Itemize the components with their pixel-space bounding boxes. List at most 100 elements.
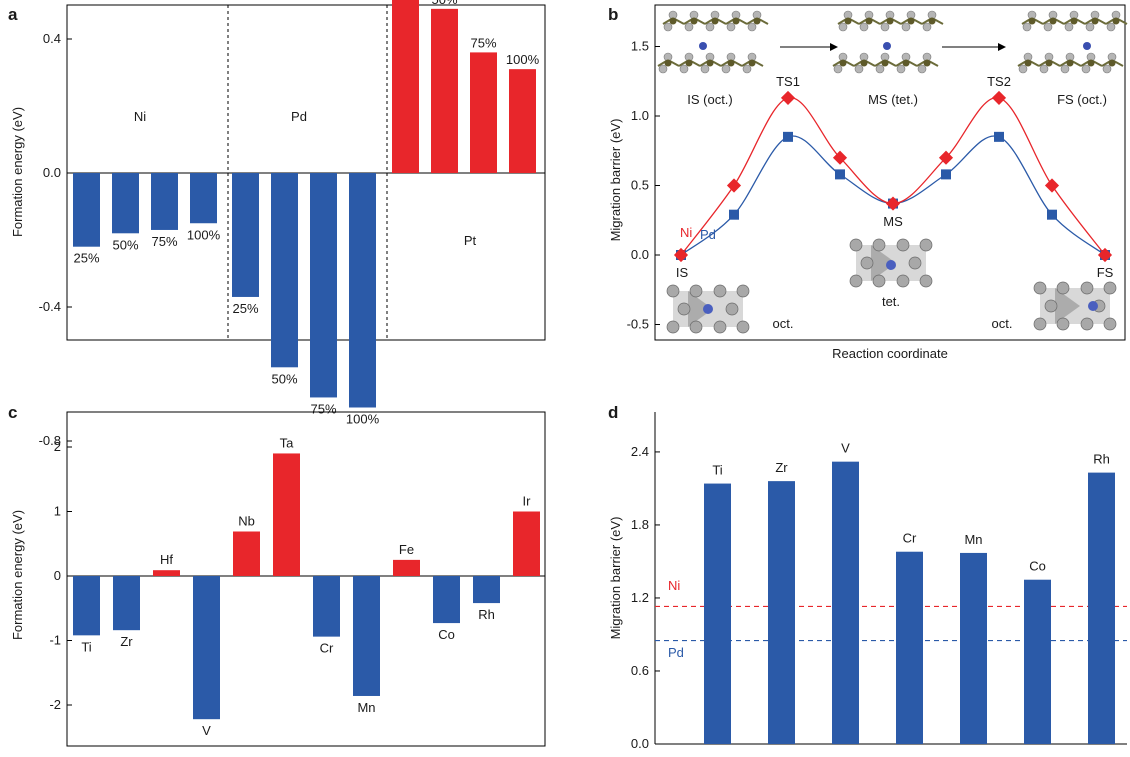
atom [689, 284, 703, 298]
marker-ni [938, 150, 954, 165]
atom-metal [669, 17, 677, 25]
panel-a-group-ni: Ni [134, 109, 146, 124]
bar-mn [353, 576, 380, 696]
bar-label: 50% [271, 371, 297, 386]
atom-metal [1091, 17, 1099, 25]
dopant-atom [883, 42, 891, 50]
panel-d-tick-label: 1.2 [631, 590, 649, 605]
atom-metal [865, 17, 873, 25]
atom-metal [1066, 59, 1074, 67]
atom [677, 302, 691, 316]
panel-c-tick-label: 1 [54, 504, 61, 519]
bar-co [1024, 579, 1051, 744]
panel-d: d 2.4 1.8 1.2 0.6 0.0 Ti Zr V Cr Mn Co Rh Ni Pd Mi… [608, 403, 1127, 751]
dopant-atom [886, 260, 896, 270]
atom-metal [1045, 59, 1053, 67]
bar-label-ti: Ti [712, 463, 722, 478]
panel-a-bars: 25%50%75%100%25%50%75%100%25%50%75%100% [73, 0, 540, 427]
bar-label-mn: Mn [964, 532, 982, 547]
atom-metal [844, 17, 852, 25]
state-label-ms: MS [883, 214, 903, 229]
panel-a-tick-label: 0.4 [43, 31, 61, 46]
atom-s [1043, 22, 1053, 32]
atom-s [859, 22, 869, 32]
atom-s [901, 22, 911, 32]
bar-label: 75% [310, 401, 336, 416]
marker-pd [994, 131, 1004, 142]
panel-b-ylabel: Migration barrier (eV) [608, 119, 623, 242]
atom [1056, 317, 1070, 331]
panel-b: b 1.5 1.0 0.5 0.0 -0.5 IS (oct.) MS (tet.) F… [608, 4, 1128, 361]
panel-c-ylabel: Formation energy (eV) [10, 510, 25, 640]
label-fs-oct: FS (oct.) [1057, 92, 1107, 107]
bar-ti [704, 483, 731, 744]
panel-b-letter: b [608, 5, 618, 24]
state-label-ts2: TS2 [987, 74, 1011, 89]
panel-d-tick-label: 2.4 [631, 444, 649, 459]
bar-label-fe: Fe [399, 542, 414, 557]
atom-metal [1049, 17, 1057, 25]
atom-metal [1024, 59, 1032, 67]
panel-c-letter: c [8, 403, 17, 422]
panel-a-group-pt: Pt [464, 233, 477, 248]
atom-metal [839, 59, 847, 67]
atom [1044, 299, 1058, 313]
atom [908, 256, 922, 270]
atom-s [1039, 64, 1049, 74]
atom-s [726, 22, 736, 32]
atom-metal [860, 59, 868, 67]
bar-label: 75% [151, 234, 177, 249]
bar-rh [1088, 472, 1115, 744]
atom [666, 284, 680, 298]
atom [736, 320, 750, 334]
bar-pd-25 [232, 173, 259, 297]
bar-label-v: V [202, 723, 211, 738]
bar-pd-100 [349, 173, 376, 408]
atom-s [917, 64, 927, 74]
arrow-1 [780, 43, 838, 51]
atom [725, 302, 739, 316]
bar-pt-75 [470, 52, 497, 173]
atom [896, 238, 910, 252]
atom-metal [1087, 59, 1095, 67]
bar-label: 100% [346, 412, 380, 427]
marker-ni [991, 90, 1007, 106]
atom-s [684, 22, 694, 32]
bar-label-v: V [841, 441, 850, 456]
bar-fe [393, 559, 420, 576]
atom-metal [881, 59, 889, 67]
panel-b-tick-label: -0.5 [627, 317, 649, 332]
arrow-2 [942, 43, 1006, 51]
atom-metal [923, 59, 931, 67]
bar-cr [896, 551, 923, 744]
bar-ni-100 [190, 173, 217, 224]
panel-a-ylabel: Formation energy (eV) [10, 107, 25, 237]
atom [919, 274, 933, 288]
panel-a-tick-label: 0.0 [43, 165, 61, 180]
bar-pd-75 [310, 173, 337, 398]
panel-b-y-ticks: 1.5 1.0 0.5 0.0 -0.5 [627, 39, 660, 332]
panel-d-bars: Ti Zr V Cr Mn Co Rh [704, 441, 1115, 744]
marker-ni [673, 247, 689, 263]
site-face [688, 291, 713, 327]
marker-ni [885, 196, 901, 211]
panel-a-tick-label: -0.4 [39, 299, 61, 314]
bar-v [193, 576, 220, 720]
bar-label-cr: Cr [320, 641, 334, 656]
atom [1103, 281, 1117, 295]
atom [872, 238, 886, 252]
atom-metal [907, 17, 915, 25]
atom-metal [685, 59, 693, 67]
state-label-is: IS [676, 265, 689, 280]
bar-label-co: Co [1029, 559, 1046, 574]
bar-label-rh: Rh [1093, 452, 1110, 467]
bar-pt-50 [431, 8, 458, 173]
panel-d-y-ticks: 2.4 1.8 1.2 0.6 0.0 [631, 444, 660, 751]
panel-d-ylabel: Migration barrier (eV) [608, 517, 623, 640]
panel-c-tick-label: 0 [54, 568, 61, 583]
atom-metal [902, 59, 910, 67]
site-face [871, 245, 896, 281]
atom-s [663, 22, 673, 32]
panel-b-tick-label: 0.0 [631, 247, 649, 262]
site-face [1055, 288, 1080, 324]
